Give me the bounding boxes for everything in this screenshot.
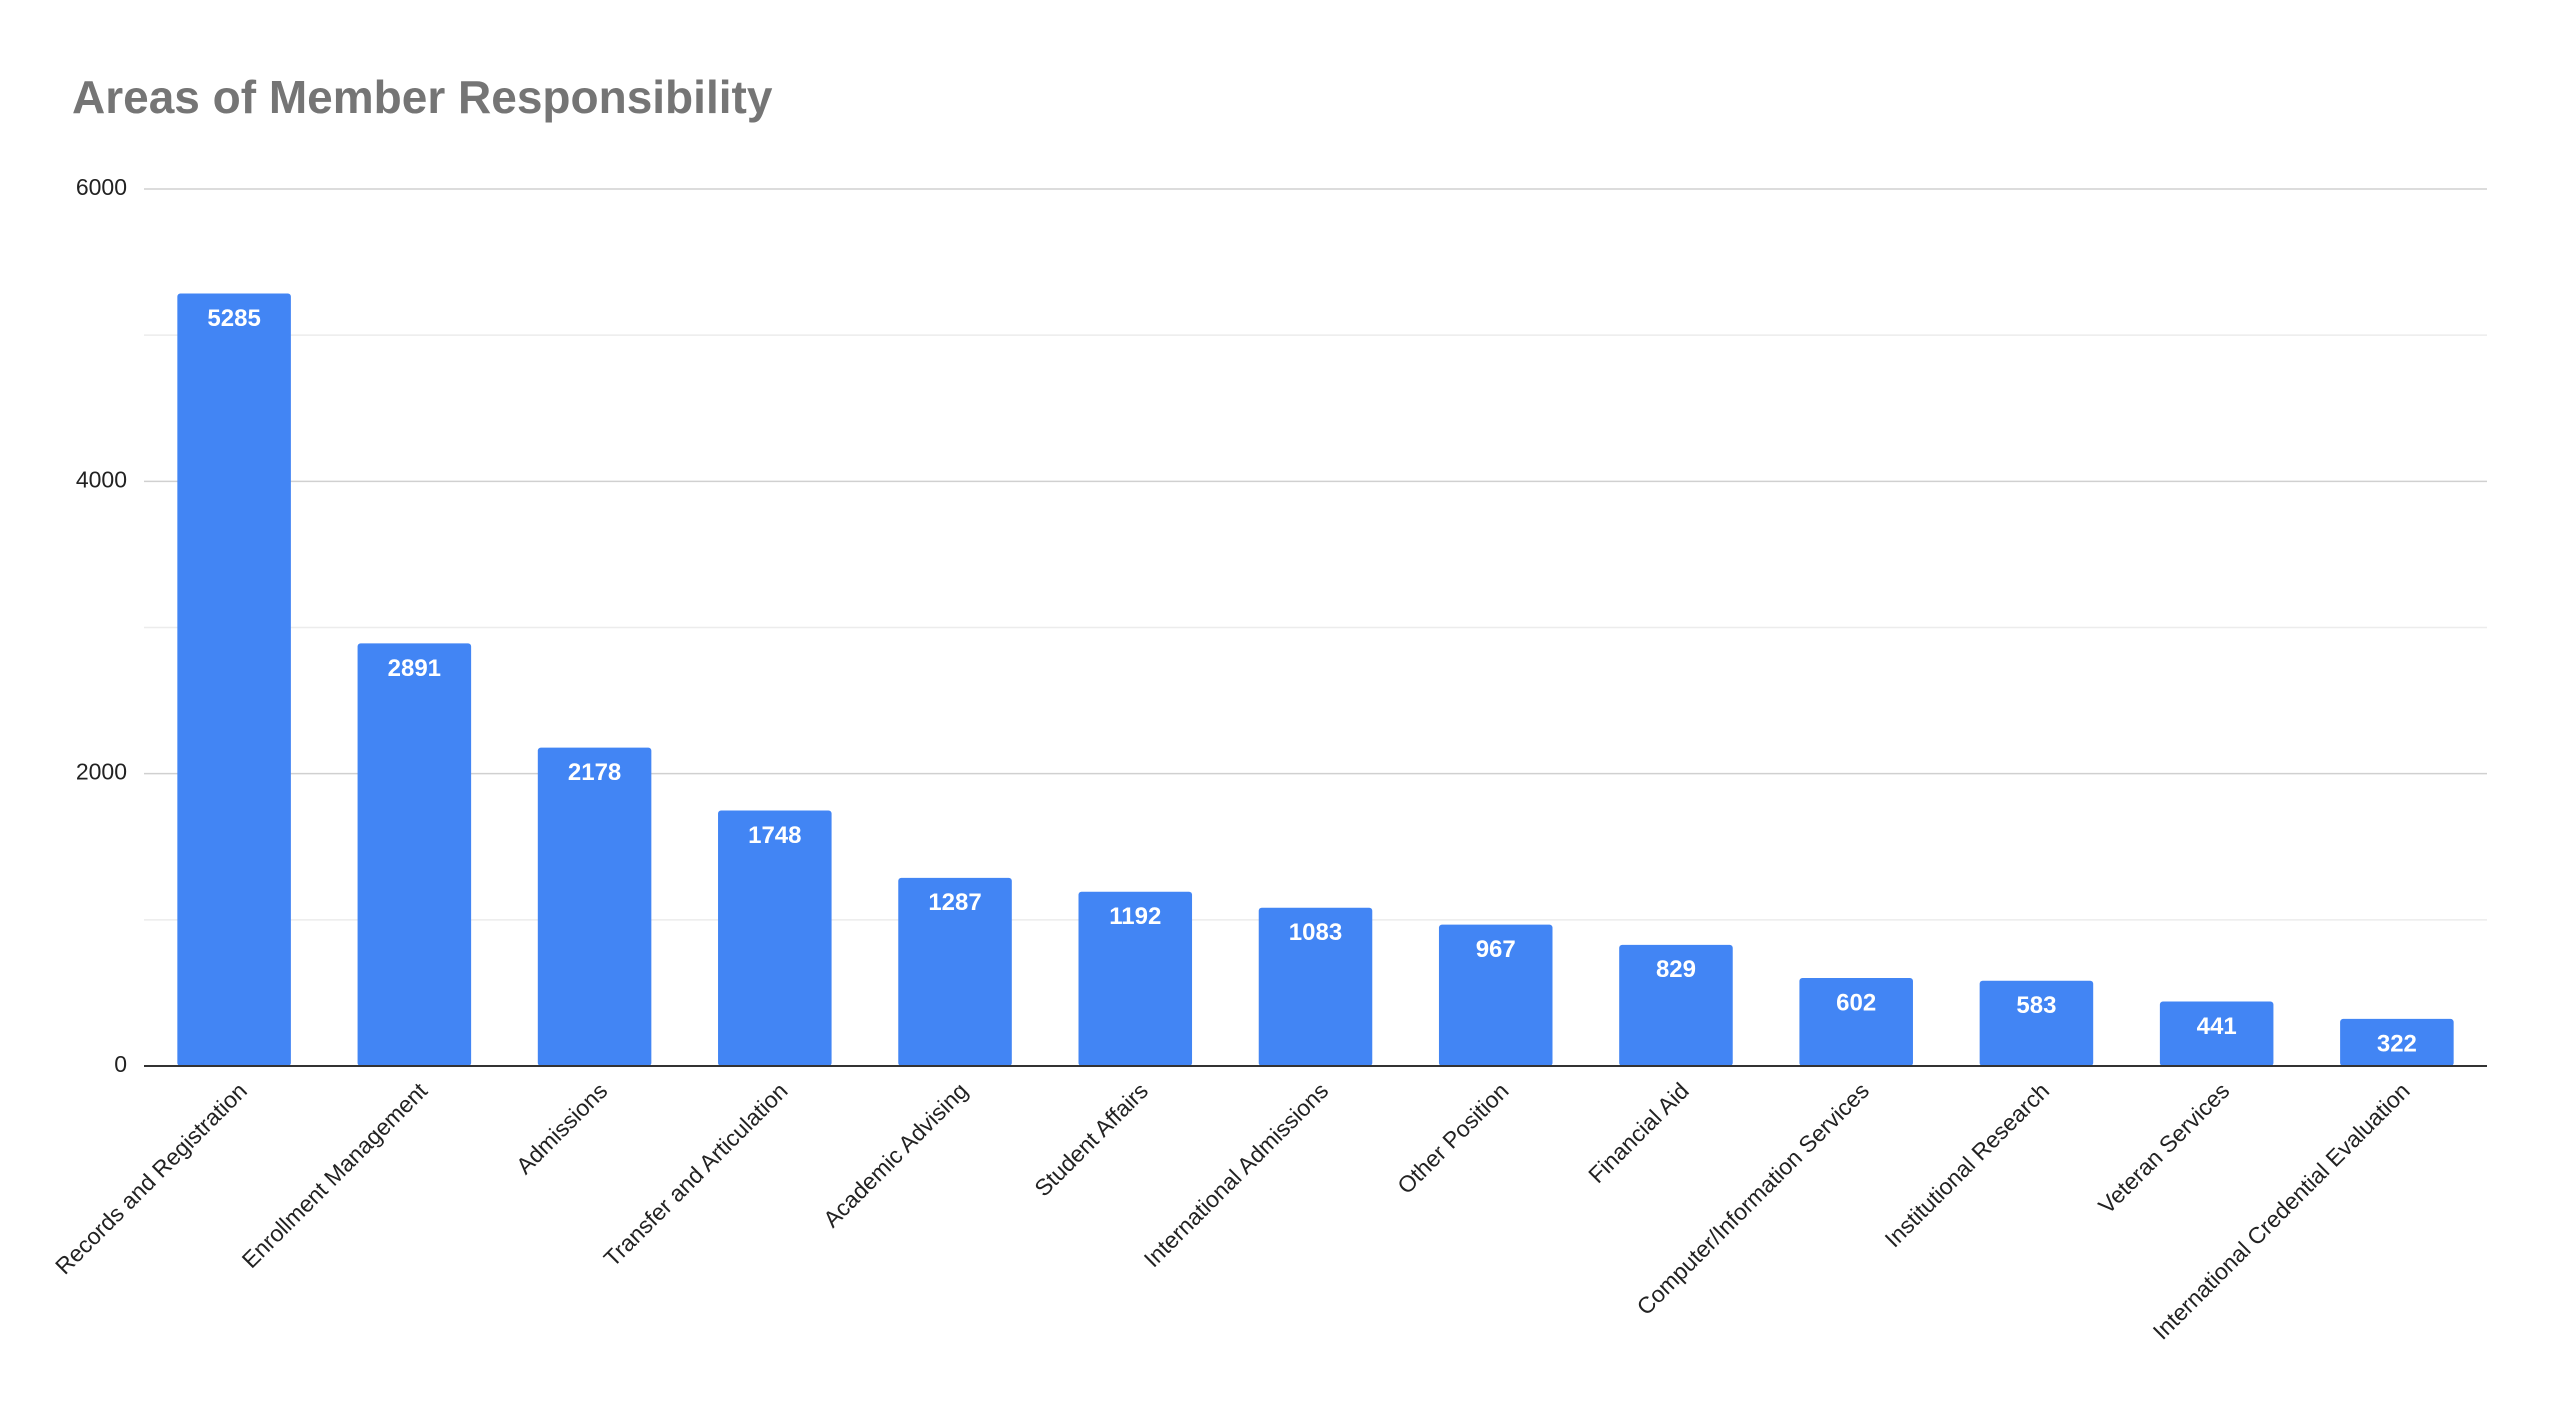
value-label: 829 — [1656, 956, 1696, 983]
chart-title: Areas of Member Responsibility — [72, 71, 773, 123]
value-label: 1083 — [1289, 919, 1342, 946]
value-label: 1192 — [1109, 903, 1161, 930]
y-tick-label: 2000 — [76, 759, 127, 785]
bar — [2340, 1018, 2454, 1066]
value-label: 602 — [1836, 989, 1876, 1016]
value-label: 583 — [2016, 992, 2056, 1019]
y-tick-label: 4000 — [76, 466, 127, 492]
bar — [537, 747, 652, 1066]
bar — [1799, 978, 1913, 1066]
value-label: 1287 — [928, 889, 981, 916]
value-label: 322 — [2377, 1030, 2417, 1057]
bar — [1619, 944, 1733, 1066]
bar — [1438, 924, 1553, 1066]
value-label: 2891 — [388, 655, 441, 682]
value-label: 5285 — [207, 305, 260, 332]
value-label: 441 — [2197, 1013, 2237, 1040]
bar — [2159, 1001, 2274, 1066]
bar — [357, 643, 472, 1066]
bar — [1078, 891, 1193, 1066]
y-tick-label: 0 — [114, 1051, 127, 1077]
bar — [898, 877, 1012, 1066]
value-label: 967 — [1476, 936, 1516, 963]
bar — [1258, 907, 1373, 1066]
bar — [718, 810, 832, 1066]
value-label: 1748 — [748, 822, 801, 849]
value-label: 2178 — [568, 759, 621, 786]
bar — [177, 293, 291, 1066]
y-tick-label: 6000 — [76, 174, 127, 200]
bar — [1979, 980, 2094, 1066]
